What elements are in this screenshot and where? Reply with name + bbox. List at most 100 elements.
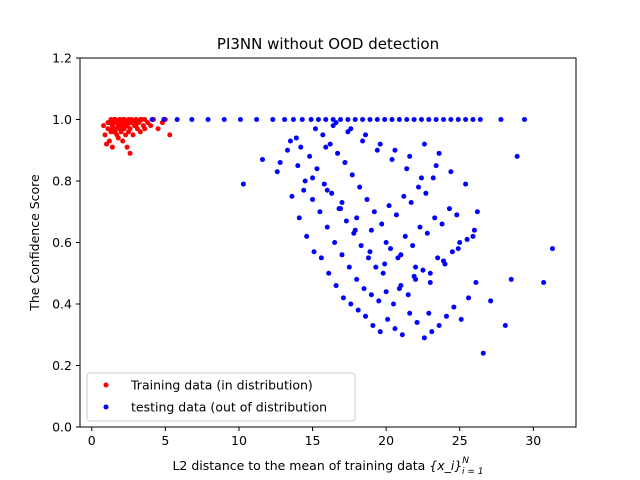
testing-point xyxy=(392,147,398,153)
x-axis-label-sub: i = 1 xyxy=(462,467,484,477)
testing-point xyxy=(324,224,330,230)
x-axis-label-sup: N xyxy=(462,456,469,466)
testing-point xyxy=(390,301,396,307)
testing-point xyxy=(326,270,332,276)
testing-point xyxy=(310,175,316,181)
testing-point xyxy=(480,350,486,356)
testing-point xyxy=(376,298,382,304)
testing-point xyxy=(430,175,436,181)
training-point xyxy=(167,132,173,138)
testing-point xyxy=(380,270,386,276)
testing-point xyxy=(443,313,449,319)
testing-point xyxy=(254,117,260,122)
x-tick-label: 30 xyxy=(525,433,541,448)
testing-point xyxy=(354,215,360,221)
testing-point xyxy=(385,316,391,322)
training-point xyxy=(148,123,154,129)
testing-point xyxy=(323,144,329,150)
testing-point xyxy=(441,258,447,264)
testing-point xyxy=(237,117,243,122)
testing-point xyxy=(345,117,351,122)
testing-point xyxy=(521,117,527,122)
testing-point xyxy=(365,255,371,261)
testing-point xyxy=(339,252,345,258)
testing-point xyxy=(396,117,402,122)
testing-point xyxy=(364,196,370,202)
testing-point xyxy=(426,117,432,122)
testing-point xyxy=(335,150,341,156)
testing-point xyxy=(377,329,383,335)
testing-point xyxy=(466,295,472,301)
testing-point xyxy=(282,117,288,122)
training-point xyxy=(142,126,148,132)
x-tick-label: 15 xyxy=(305,433,321,448)
testing-point xyxy=(388,246,394,252)
testing-point xyxy=(332,240,338,245)
training-point xyxy=(106,120,112,126)
testing-point xyxy=(458,316,464,322)
y-tick-label: 1.0 xyxy=(52,112,72,127)
testing-point xyxy=(514,153,520,159)
testing-point xyxy=(416,184,422,190)
testing-point xyxy=(457,240,463,245)
ticks-layer: 0 5 10 15 20 25 30 0.0 0.2 0.4 0.6 0.8 1.0 1.2 xyxy=(52,51,541,449)
testing-point xyxy=(174,117,180,122)
testing-point xyxy=(389,156,395,162)
testing-point xyxy=(423,190,429,196)
testing-point xyxy=(317,209,323,215)
x-tick-label: 5 xyxy=(161,433,169,448)
testing-point xyxy=(379,221,385,227)
testing-point xyxy=(421,335,427,341)
testing-point xyxy=(498,117,504,122)
testing-point xyxy=(420,267,426,273)
testing-point xyxy=(408,200,414,206)
training-point xyxy=(142,117,148,122)
testing-point xyxy=(383,240,389,245)
testing-point xyxy=(407,310,413,316)
testing-point xyxy=(451,304,457,310)
training-point xyxy=(131,120,137,126)
testing-point xyxy=(502,323,508,329)
testing-point xyxy=(541,279,547,285)
legend-marker-testing xyxy=(103,404,109,410)
testing-point xyxy=(418,117,424,122)
testing-point xyxy=(405,292,411,298)
training-point xyxy=(112,129,118,135)
testing-point xyxy=(393,212,399,218)
testing-point xyxy=(314,166,320,172)
testing-point xyxy=(441,117,447,122)
training-point xyxy=(127,120,133,126)
testing-point xyxy=(355,307,361,313)
testing-point xyxy=(414,319,420,325)
testing-point xyxy=(454,212,460,218)
testing-point xyxy=(382,117,388,122)
testing-point xyxy=(404,117,410,122)
testing-point xyxy=(348,301,354,307)
testing-point xyxy=(360,117,366,122)
testing-point xyxy=(320,132,326,138)
testing-point xyxy=(277,160,283,166)
testing-point xyxy=(382,261,388,267)
testing-point xyxy=(290,117,296,122)
testing-point xyxy=(333,120,339,126)
testing-point xyxy=(324,187,330,193)
points-layer xyxy=(101,117,555,356)
testing-point xyxy=(374,147,380,153)
testing-point xyxy=(436,323,442,329)
testing-point xyxy=(455,246,461,252)
legend-label-training: Training data (in distribution) xyxy=(130,378,313,393)
testing-point xyxy=(549,246,555,252)
x-axis-label-math: {x_i} xyxy=(429,458,462,473)
y-tick-label: 0.6 xyxy=(52,235,72,250)
y-tick-label: 1.2 xyxy=(52,51,72,66)
testing-point xyxy=(340,295,346,301)
y-tick-label: 0.2 xyxy=(52,358,72,373)
testing-point xyxy=(149,117,155,122)
testing-point xyxy=(426,310,432,316)
testing-point xyxy=(427,270,433,276)
testing-point xyxy=(399,332,405,338)
x-tick-label: 20 xyxy=(378,433,394,448)
testing-point xyxy=(433,163,439,169)
x-tick-label: 10 xyxy=(231,433,247,448)
